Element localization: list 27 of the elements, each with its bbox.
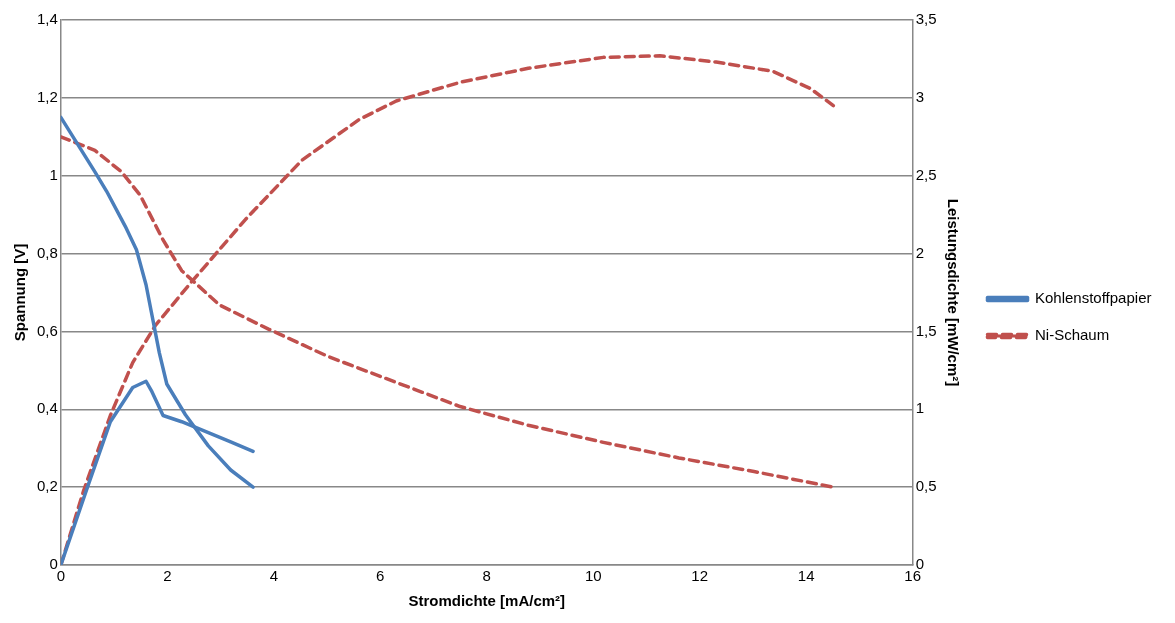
- y2-tick-label: 1,5: [915, 321, 937, 339]
- y2-tick-label: 3: [915, 88, 924, 105]
- y-tick-label: 0,4: [36, 399, 58, 417]
- y-tick-label: 1: [49, 165, 58, 183]
- x-tick-label: 12: [691, 567, 709, 585]
- x-tick-label: 10: [584, 567, 602, 585]
- y-tick-label: 0,6: [36, 321, 58, 339]
- x-axis-title: Stromdichte [mA/cm²]: [408, 592, 566, 610]
- y2-tick-label: 3,5: [915, 10, 937, 28]
- x-tick-label: 2: [163, 567, 172, 585]
- legend-label: Kohlenstoffpapier: [1035, 289, 1152, 307]
- y2-tick-label: 1: [915, 399, 924, 417]
- y2-axis-title: Leistungsdichte [mW/cm²]: [945, 198, 963, 387]
- x-tick-label: 8: [482, 567, 491, 585]
- y-tick-label: 0: [49, 555, 58, 573]
- y2-tick-label: 2,5: [915, 165, 937, 183]
- x-tick-label: 4: [269, 567, 278, 585]
- y2-tick-label: 0,5: [915, 477, 937, 495]
- legend-label: Ni-Schaum: [1035, 326, 1110, 344]
- x-tick-label: 6: [376, 567, 385, 585]
- y-tick-label: 1,4: [36, 10, 58, 28]
- y-tick-label: 0,2: [36, 477, 58, 495]
- y-tick-label: 0,8: [36, 243, 58, 261]
- y-axis-title: Spannung [V]: [11, 243, 29, 342]
- y2-tick-label: 2: [915, 243, 924, 261]
- x-tick-label: 14: [797, 567, 815, 585]
- y-tick-label: 1,2: [36, 88, 58, 105]
